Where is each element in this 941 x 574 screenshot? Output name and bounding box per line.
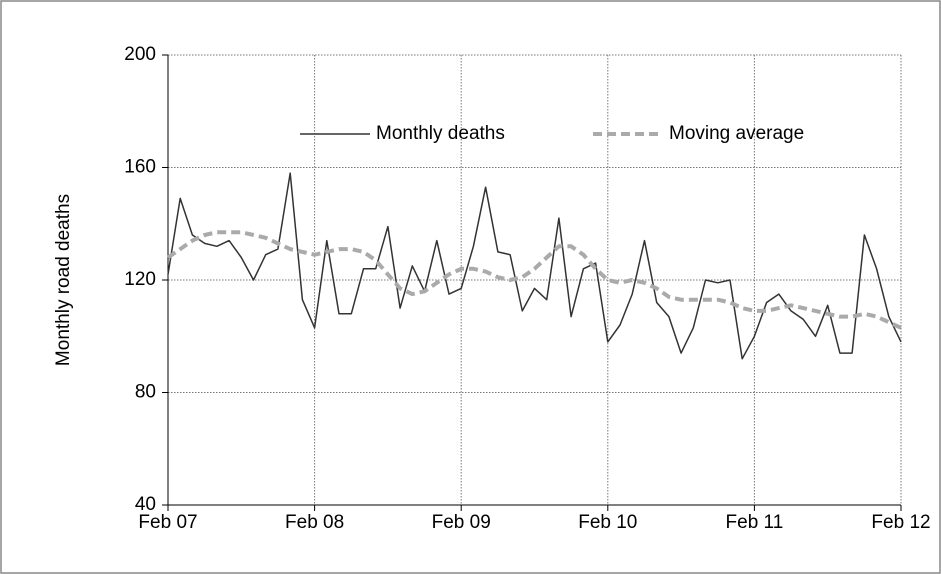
y-tick-label: 120 [124,269,156,290]
y-tick-label: 160 [124,157,156,178]
x-tick-label: Feb 12 [871,512,930,533]
y-tick-label: 40 [135,494,156,515]
series-line [166,230,902,330]
legend-label: Monthly deaths [376,123,505,144]
legend-label: Moving average [669,123,804,144]
x-tick-label: Feb 11 [726,512,784,533]
x-tick-label: Feb 09 [432,512,491,533]
series-line [167,172,902,360]
x-tick-label: Feb 10 [578,512,637,533]
x-tick-label: Feb 08 [285,512,344,533]
x-tick-label: Feb 07 [138,512,197,533]
y-tick-label: 80 [135,382,156,403]
y-tick-label: 200 [124,44,156,65]
y-axis-label: Monthly road deaths [53,194,74,366]
